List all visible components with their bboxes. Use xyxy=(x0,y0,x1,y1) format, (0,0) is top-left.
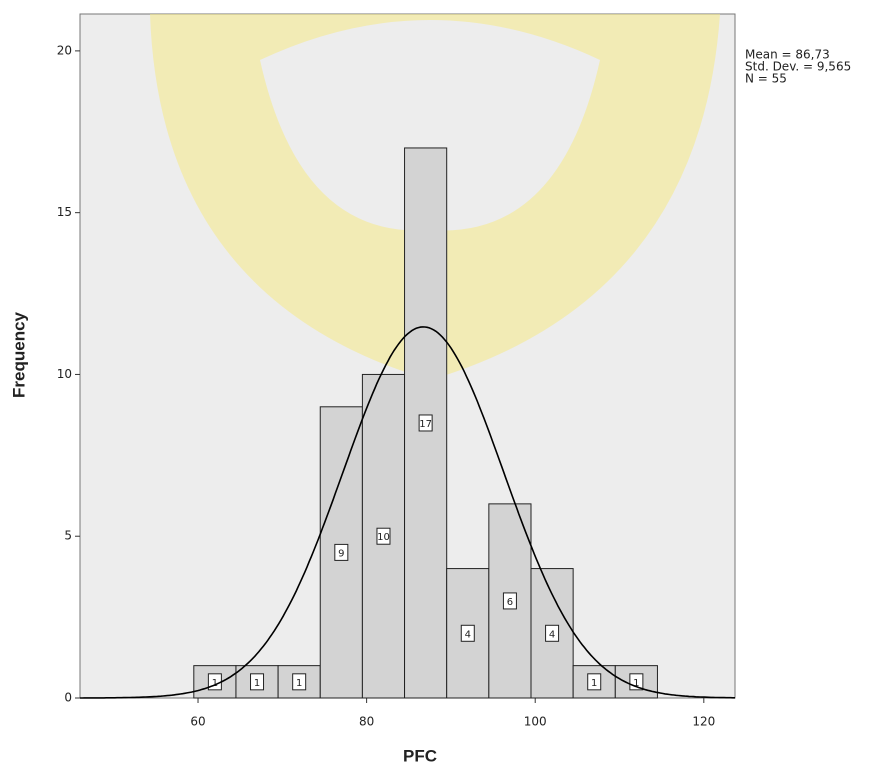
value-label: 1 xyxy=(591,678,597,689)
y-tick-label: 20 xyxy=(57,43,72,57)
page: PFC Frequency 0 5 10 15 20 60 80 100 120 1 1 1 9 10 17… xyxy=(0,0,882,770)
x-tick-label: 80 xyxy=(359,715,374,729)
y-tick-label: 10 xyxy=(57,367,72,381)
value-label: 17 xyxy=(419,419,432,430)
value-label: 1 xyxy=(296,678,302,689)
x-axis-label: PFC xyxy=(403,746,437,765)
chart: PFC Frequency 0 5 10 15 20 60 80 100 120 1 1 1 9 10 17… xyxy=(0,0,882,770)
x-tick-label: 60 xyxy=(190,715,205,729)
x-tick-label: 120 xyxy=(692,715,715,729)
value-label: 4 xyxy=(465,629,471,640)
value-label: 9 xyxy=(338,548,344,559)
stat-label: N = 55 xyxy=(745,72,787,86)
y-tick-label: 5 xyxy=(64,529,72,543)
y-tick-label: 0 xyxy=(64,691,72,705)
value-label: 6 xyxy=(507,597,513,608)
y-axis-label: Frequency xyxy=(9,311,28,398)
value-label: 10 xyxy=(377,532,390,543)
value-label: 4 xyxy=(549,629,555,640)
value-label: 1 xyxy=(254,678,260,689)
y-tick-label: 15 xyxy=(57,205,72,219)
x-tick-label: 100 xyxy=(524,715,547,729)
